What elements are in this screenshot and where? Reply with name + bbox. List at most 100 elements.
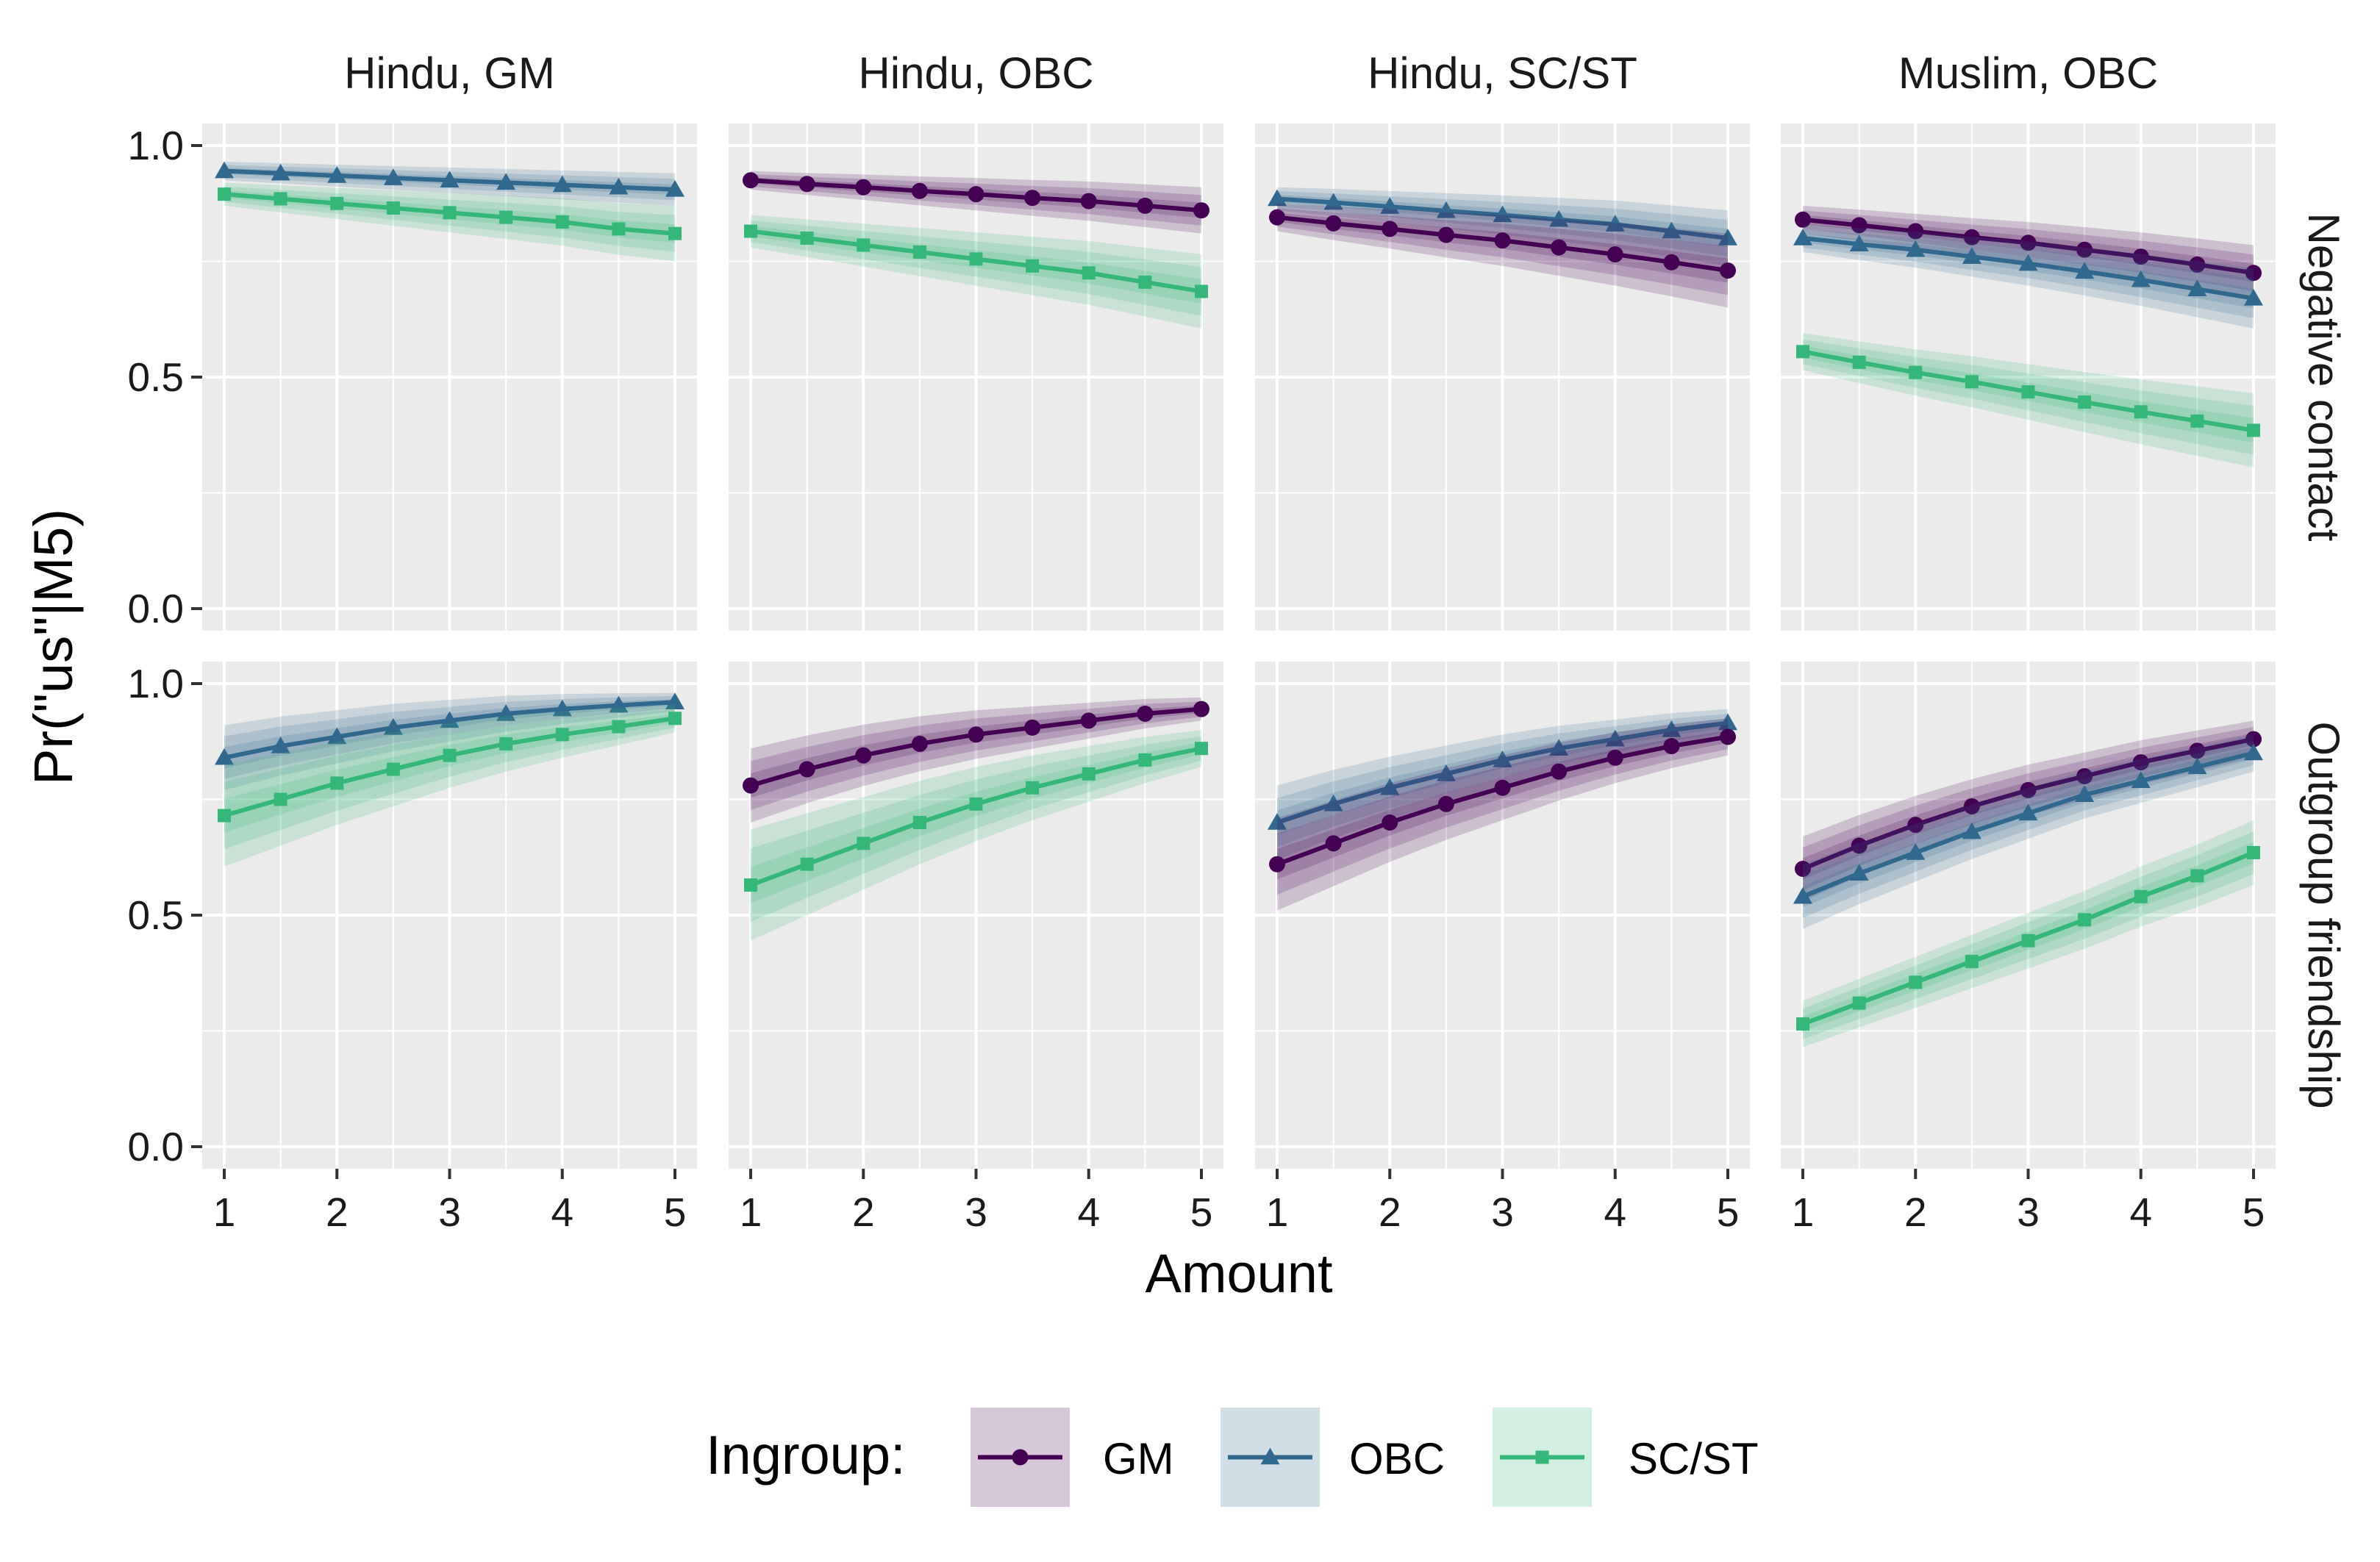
legend-key-marker (1012, 1449, 1029, 1466)
obc-point (1793, 886, 1812, 904)
scst-point (2078, 913, 2092, 927)
obc-point (271, 737, 290, 753)
legend-entry-scst: SC/ST (1493, 1408, 1759, 1507)
obc-point (1436, 201, 1456, 218)
x-tick-label: 5 (664, 1189, 687, 1235)
obc-point (327, 165, 347, 183)
scst-point (555, 215, 569, 229)
scst-point (2078, 395, 2092, 409)
gm-point (1382, 221, 1398, 237)
x-tick-label: 5 (1717, 1189, 1740, 1235)
panel-series-1-1 (743, 697, 1209, 941)
obc-point (1380, 197, 1400, 214)
obc-point (552, 175, 572, 193)
scst-point (1082, 767, 1096, 781)
gm-point (2245, 731, 2262, 748)
obc-point (2075, 262, 2095, 279)
scst-point (800, 232, 814, 245)
obc-point (1493, 205, 1512, 223)
obc-point (215, 748, 234, 765)
obc-point (2244, 743, 2263, 761)
gm-point (1663, 254, 1680, 271)
scst-point (969, 797, 983, 811)
x-tick-label: 5 (2243, 1189, 2265, 1235)
obc-point (1962, 247, 1981, 264)
obc-point (271, 163, 290, 181)
gm-point (1963, 229, 1980, 246)
gm-point (968, 726, 984, 743)
x-tick-label: 3 (438, 1189, 461, 1235)
gm-point (1193, 701, 1209, 717)
obc-point (2187, 279, 2207, 297)
y-tick-label: 1.0 (128, 661, 184, 706)
gm-point (1551, 239, 1568, 256)
gm-point (743, 172, 759, 189)
obc-point (440, 711, 460, 728)
panel-series-0-2 (1268, 187, 1737, 308)
x-tick-label: 3 (965, 1189, 987, 1235)
legend-label: GM (1103, 1434, 1174, 1483)
panels-layer (202, 123, 2276, 1169)
x-tick-label: 1 (1792, 1189, 1815, 1235)
panel-series-0-1 (743, 171, 1209, 329)
gm-point (1137, 705, 1154, 722)
scst-point (2134, 405, 2148, 419)
scst-point (912, 245, 926, 259)
obc-point (440, 171, 460, 187)
scst-point (386, 762, 400, 776)
obc-point (383, 717, 403, 735)
scst-ribbon (224, 704, 675, 867)
scst-point (1852, 355, 1866, 369)
scst-point (2190, 414, 2204, 428)
scst-point (744, 224, 757, 238)
scst-ribbon (1803, 820, 2254, 1047)
scst-point (1796, 1017, 1809, 1031)
scst-point (218, 187, 231, 201)
scst-point (612, 222, 626, 236)
y-tick-label: 0.5 (128, 892, 184, 938)
scst-point (1026, 781, 1040, 795)
gm-point (1325, 215, 1342, 232)
facet-column-label: Hindu, GM (344, 49, 555, 98)
gm-point (1080, 193, 1097, 209)
gm-point (1551, 763, 1568, 780)
obc-point (1662, 720, 1682, 737)
scst-point (2247, 845, 2260, 859)
scst-point (499, 210, 513, 224)
gm-point (1269, 856, 1285, 873)
panel-series-1-2 (1268, 709, 1737, 911)
gm-point (1494, 779, 1511, 796)
gm-ribbon (1277, 718, 1728, 911)
legend-entry-obc: OBC (1221, 1408, 1445, 1507)
obc-point (215, 161, 234, 179)
gm-point (911, 182, 928, 199)
obc-point (2075, 785, 2095, 802)
gm-point (855, 747, 872, 764)
scst-point (1082, 266, 1096, 280)
obc-point (496, 173, 516, 190)
x-tick-label: 3 (1491, 1189, 1514, 1235)
obc-point (1549, 209, 1569, 227)
scst-point (668, 226, 682, 240)
gm-point (1137, 197, 1154, 214)
y-axis-title: Pr("us"|M5) (23, 509, 84, 785)
obc-point (1718, 713, 1737, 731)
gm-point (1907, 223, 1924, 240)
scst-point (330, 776, 344, 790)
x-tick-label: 2 (1904, 1189, 1927, 1235)
obc-point (665, 179, 685, 197)
scst-point (1965, 375, 1979, 389)
legend-key-marker (1535, 1450, 1549, 1464)
x-tick-label: 4 (1077, 1189, 1100, 1235)
obc-point (1962, 822, 1981, 839)
gm-point (1607, 749, 1623, 766)
obc-point (383, 168, 403, 185)
gm-point (2132, 248, 2149, 265)
scst-point (499, 737, 513, 750)
scst-point (1026, 259, 1040, 273)
facet-column-label: Hindu, OBC (858, 49, 1093, 98)
gm-point (1024, 719, 1041, 736)
legend-key-marker (1260, 1447, 1280, 1465)
obc-point (2244, 288, 2263, 306)
scst-point (555, 728, 569, 742)
